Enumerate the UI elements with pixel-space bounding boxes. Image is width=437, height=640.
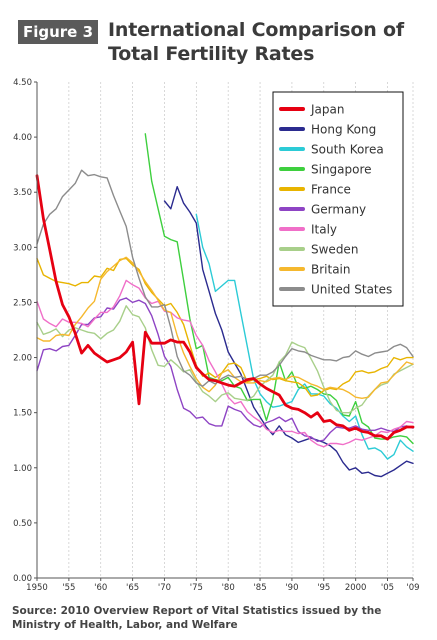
axis-layer: 0.00 0.50 1.00 1.50 2.00 2.50 3.00 3.50 4.00 4.50…: [13, 78, 420, 593]
legend-label: South Korea: [311, 143, 384, 157]
series-layer: [35, 133, 415, 478]
legend-label: Italy: [311, 223, 337, 237]
y-tick-label: 4.50: [13, 78, 32, 88]
x-tick-label: '09: [406, 583, 419, 593]
x-tick-label: '85: [253, 583, 266, 593]
y-tick-label: 0.00: [13, 574, 32, 584]
source-note: Source: 2010 Overview Report of Vital St…: [12, 605, 382, 631]
x-tick-label: 1950: [26, 583, 48, 593]
y-tick-label: 2.50: [13, 298, 32, 308]
y-tick-label: 3.50: [13, 188, 32, 198]
legend-label: United States: [311, 283, 392, 297]
grid-layer: [68, 82, 414, 578]
legend-label: Sweden: [311, 243, 358, 257]
chart-title-line-2: Total Fertility Rates: [108, 43, 315, 65]
chart-title-line-1: International Comparison of: [108, 19, 404, 41]
y-tick-label: 1.50: [13, 409, 32, 419]
series-line-hong-kong: [163, 185, 414, 478]
x-tick-label: '55: [62, 583, 75, 593]
figure-header: Figure 3 International Comparison of Tot…: [18, 14, 428, 72]
legend: Japan Hong Kong South Korea Singapore France…: [272, 91, 404, 307]
series-line-united-states: [36, 169, 414, 387]
legend-label: Hong Kong: [311, 123, 376, 137]
series-line-germany: [36, 297, 414, 442]
series-line-france: [36, 257, 414, 397]
legend-label: Japan: [310, 103, 344, 117]
x-tick-label: '65: [126, 583, 139, 593]
y-tick-label: 2.00: [13, 354, 32, 364]
x-tick-label: '95: [317, 583, 330, 593]
figure-label: Figure 3: [18, 20, 98, 44]
y-tick-label: 3.00: [13, 243, 32, 253]
x-tick-label: '75: [190, 583, 203, 593]
series-line-japan: [35, 174, 415, 441]
x-tick-label: '60: [94, 583, 107, 593]
series-line-britain: [36, 256, 414, 399]
legend-label: France: [311, 183, 351, 197]
legend-label: Germany: [311, 203, 366, 217]
x-tick-label: '90: [285, 583, 298, 593]
x-tick-label: 2000: [345, 583, 367, 593]
y-tick-label: 0.50: [13, 519, 32, 529]
series-line-south-korea: [195, 213, 414, 460]
x-tick-label: '05: [381, 583, 394, 593]
series-line-italy: [36, 279, 414, 448]
fertility-line-chart: 0.00 0.50 1.00 1.50 2.00 2.50 3.00 3.50 4.00 4.50…: [13, 78, 420, 593]
y-tick-label: 1.00: [13, 464, 32, 474]
y-tick-label: 4.00: [13, 133, 32, 143]
legend-label: Singapore: [311, 163, 372, 177]
series-line-sweden: [36, 305, 414, 414]
x-tick-label: '70: [158, 583, 171, 593]
legend-label: Britain: [311, 263, 351, 277]
x-tick-label: '80: [222, 583, 235, 593]
